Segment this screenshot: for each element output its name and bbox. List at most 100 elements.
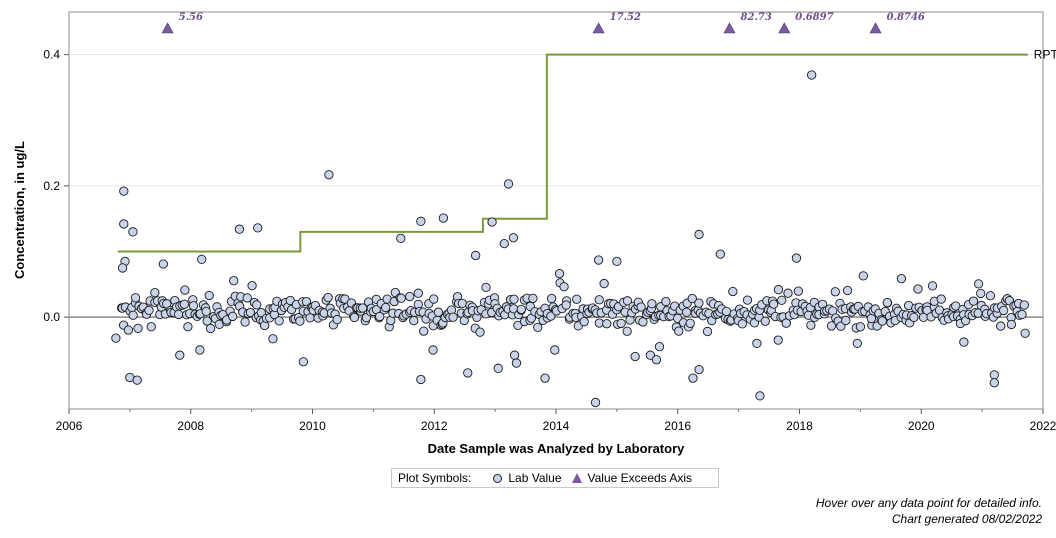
lab-value-point[interactable] [247, 280, 257, 291]
lab-value-point[interactable] [622, 326, 632, 336]
lab-value-point[interactable] [721, 306, 732, 317]
lab-value-point[interactable] [150, 287, 160, 298]
lab-value-point[interactable] [791, 253, 802, 263]
lab-value-point[interactable] [855, 322, 866, 332]
lab-value-point[interactable] [509, 350, 520, 360]
lab-value-point[interactable] [777, 295, 787, 305]
lab-value-point[interactable] [396, 293, 406, 303]
lab-value-point[interactable] [511, 358, 522, 368]
lab-value-point[interactable] [647, 299, 657, 309]
lab-value-point[interactable] [175, 350, 185, 360]
lab-value-point[interactable] [252, 300, 262, 310]
lab-value-point[interactable] [295, 316, 305, 326]
lab-value-point[interactable] [228, 311, 238, 322]
lab-value-point[interactable] [508, 233, 519, 243]
lab-value-point[interactable] [448, 312, 458, 322]
lab-value-point[interactable] [405, 291, 415, 302]
lab-value-point[interactable] [882, 298, 892, 308]
lab-value-point[interactable] [533, 322, 543, 333]
lab-value-point[interactable] [612, 256, 622, 267]
lab-value-point[interactable] [229, 276, 239, 286]
lab-value-point[interactable] [375, 311, 385, 322]
lab-value-point[interactable] [694, 298, 704, 308]
exceeds-axis-marker[interactable] [869, 22, 882, 34]
lab-value-point[interactable] [546, 293, 557, 304]
lab-value-point[interactable] [638, 317, 648, 327]
exceeds-axis-marker[interactable] [723, 22, 736, 34]
lab-value-point[interactable] [773, 284, 784, 295]
lab-value-point[interactable] [528, 293, 538, 304]
lab-value-point[interactable] [636, 302, 646, 312]
lab-value-point[interactable] [806, 320, 816, 330]
lab-value-point[interactable] [973, 279, 984, 289]
lab-value-point[interactable] [936, 294, 946, 304]
lab-value-point[interactable] [594, 295, 604, 305]
lab-value-point[interactable] [793, 286, 804, 296]
lab-value-point[interactable] [688, 373, 698, 383]
lab-value-point[interactable] [773, 335, 783, 345]
lab-value-point[interactable] [516, 304, 526, 315]
lab-value-point[interactable] [841, 315, 851, 326]
lab-value-point[interactable] [896, 273, 907, 284]
lab-value-point[interactable] [593, 255, 604, 265]
lab-value-point[interactable] [985, 291, 996, 301]
exceeds-axis-marker[interactable] [161, 22, 174, 34]
lab-value-point[interactable] [651, 355, 662, 365]
lab-value-point[interactable] [826, 321, 837, 331]
lab-value-point[interactable] [742, 295, 753, 305]
lab-value-point[interactable] [180, 285, 190, 295]
lab-value-point[interactable] [146, 322, 156, 332]
exceeds-axis-series[interactable]: 5.56 17.52 82.73 0.6897 0.8746 [161, 12, 925, 34]
lab-value-point[interactable] [755, 391, 765, 401]
lab-value-point[interactable] [702, 326, 713, 337]
lab-value-point[interactable] [989, 378, 999, 388]
lab-value-point[interactable] [760, 316, 770, 326]
lab-value-point[interactable] [572, 294, 582, 304]
lab-value-point[interactable] [195, 345, 205, 355]
lab-value-point[interactable] [130, 293, 141, 303]
lab-value-point[interactable] [298, 357, 309, 367]
lab-value-point[interactable] [694, 364, 704, 375]
lab-value-point[interactable] [111, 333, 121, 343]
lab-value-point[interactable] [433, 307, 444, 317]
lab-value-point[interactable] [999, 305, 1009, 316]
lab-value-point[interactable] [499, 238, 509, 249]
lab-value-point[interactable] [559, 282, 569, 292]
lab-value-point[interactable] [475, 327, 485, 337]
lab-value-point[interactable] [197, 254, 207, 265]
lab-value-point[interactable] [866, 313, 877, 324]
lab-value-point[interactable] [179, 299, 190, 309]
lab-value-point[interactable] [630, 351, 640, 362]
lab-value-point[interactable] [132, 375, 142, 385]
lab-value-point[interactable] [268, 334, 278, 344]
lab-value-point[interactable] [128, 227, 138, 237]
lab-value-point[interactable] [959, 337, 969, 347]
lab-value-point[interactable] [332, 314, 342, 325]
lab-value-point[interactable] [685, 318, 695, 328]
lab-value-point[interactable] [119, 186, 129, 196]
lab-value-point[interactable] [274, 316, 284, 326]
lab-value-point[interactable] [183, 322, 193, 332]
lab-value-point[interactable] [188, 301, 199, 311]
lab-value-point[interactable] [807, 70, 817, 80]
lab-value-point[interactable] [416, 216, 426, 226]
lab-value-point[interactable] [413, 288, 423, 298]
lab-value-point[interactable] [682, 307, 692, 317]
lab-value-point[interactable] [852, 338, 862, 349]
lab-value-point[interactable] [1020, 328, 1030, 338]
lab-value-point[interactable] [783, 288, 793, 298]
lab-value-point[interactable] [674, 326, 684, 336]
lab-value-point[interactable] [438, 213, 449, 223]
lab-value-point[interactable] [204, 290, 214, 301]
lab-value-point[interactable] [989, 370, 999, 380]
lab-value-point[interactable] [429, 294, 439, 304]
lab-value-point[interactable] [599, 278, 609, 289]
lab-value-point[interactable] [349, 312, 360, 323]
lab-value-point[interactable] [913, 284, 923, 294]
lab-value-point[interactable] [463, 368, 473, 378]
lab-value-point[interactable] [540, 373, 550, 383]
lab-value-point[interactable] [590, 397, 601, 408]
lab-value-point[interactable] [715, 249, 726, 259]
lab-value-point[interactable] [470, 250, 481, 261]
lab-value-point[interactable] [858, 271, 868, 281]
